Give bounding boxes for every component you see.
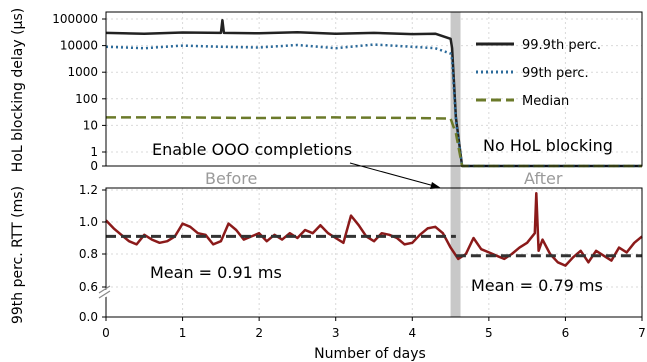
bottom-y-axis-label: 99th perc. RTT (ms) [10, 186, 26, 324]
xtick-label-7: 7 [638, 326, 646, 340]
top-series-2 [106, 116, 642, 168]
annotation-after: After [524, 169, 563, 188]
top-plot-frame [105, 11, 643, 167]
x-ticks: 0 1 2 3 4 5 6 7 [102, 317, 646, 340]
bottom-ytick-label-1: 0.6 [79, 280, 98, 294]
xtick-label-6: 6 [562, 326, 570, 340]
annotation-arrow-head [430, 182, 441, 189]
top-ytick-label-6: 100000 [52, 12, 98, 26]
xtick-label-2: 2 [255, 326, 263, 340]
top-ytick-label-0: 0 [90, 159, 98, 173]
bottom-grid [105, 188, 643, 318]
x-axis-label: Number of days [314, 346, 426, 362]
xtick-label-1: 1 [179, 326, 187, 340]
top-ytick-label-3: 100 [75, 92, 98, 106]
bottom-ytick-label-0: 0.0 [79, 310, 98, 324]
xtick-label-4: 4 [408, 326, 416, 340]
top-y-ticks: 01 10 100 1000 10000 100000 [52, 12, 106, 173]
bottom-ytick-label-2: 0.8 [79, 247, 98, 261]
xtick-label-0: 0 [102, 326, 110, 340]
top-y-axis-label: HoL blocking delay (μs) [10, 8, 26, 172]
bottom-ytick-label-3: 1.0 [79, 215, 98, 229]
bottom-ytick-label-4: 1.2 [79, 183, 98, 197]
bottom-y-ticks: 0.0 0.6 0.8 1.0 1.2 [79, 183, 106, 324]
legend-label-999th: 99.9th perc. [522, 38, 601, 53]
bottom-plot-frame [105, 187, 643, 318]
annotation-enable-ooo: Enable OOO completions [152, 140, 352, 159]
xtick-label-5: 5 [485, 326, 493, 340]
bottom-series-group [105, 191, 643, 267]
bottom-series-0 [105, 191, 643, 267]
legend-label-99th: 99th perc. [522, 66, 589, 81]
annotation-arrow-line [349, 162, 439, 188]
legend-label-median: Median [522, 94, 569, 109]
top-ytick-label-5: 10000 [60, 39, 98, 53]
top-ytick-label-1: 1 [90, 145, 98, 159]
y-axis-break-mark [94, 285, 113, 303]
annotation-mean-after: Mean = 0.79 ms [471, 276, 603, 295]
annotation-mean-before: Mean = 0.91 ms [150, 263, 282, 282]
top-ytick-label-4: 1000 [67, 65, 98, 79]
annotation-no-hol: No HoL blocking [483, 136, 613, 155]
legend: 99.9th perc. 99th perc. Median [476, 38, 601, 109]
top-series-1 [105, 43, 642, 168]
xtick-label-3: 3 [332, 326, 340, 340]
top-ytick-label-2: 10 [83, 118, 98, 132]
ooo-highlight-band [450, 12, 461, 317]
annotation-before: Before [205, 169, 257, 188]
